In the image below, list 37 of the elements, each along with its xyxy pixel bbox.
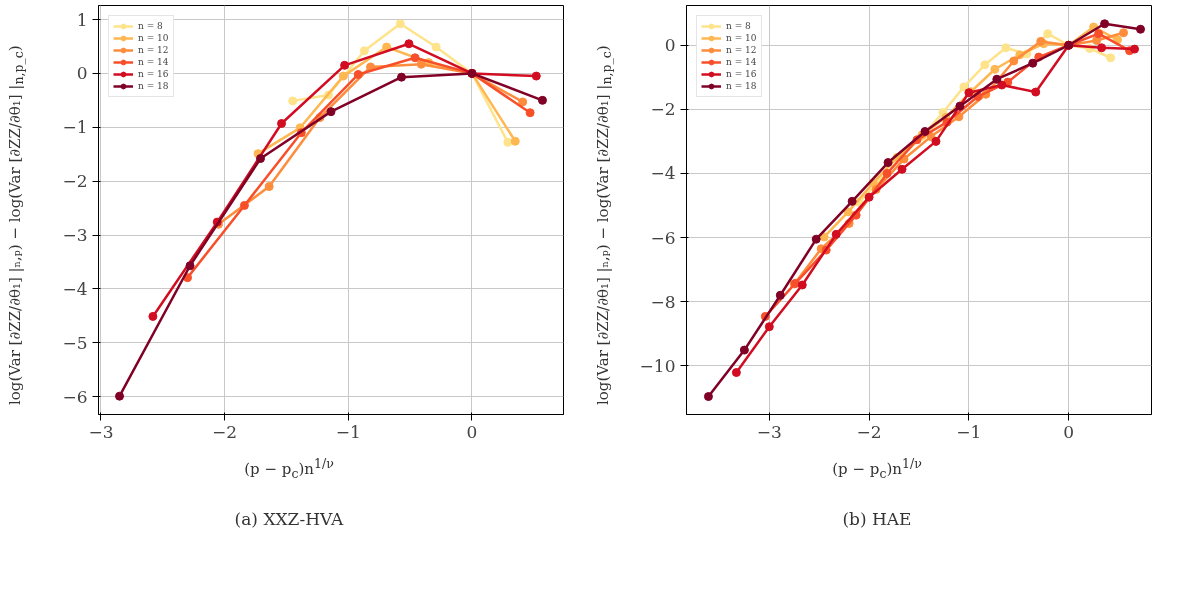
legend-label: n = 18	[138, 80, 169, 92]
y-tick-label: −2	[650, 99, 676, 120]
x-tick-label: −2	[856, 421, 882, 442]
legend-label: n = 8	[138, 20, 163, 32]
text: (b) HAE	[841, 508, 913, 531]
y-tick-label: 1	[76, 9, 88, 30]
y-tick-label: −6	[650, 227, 676, 248]
x-tick-label: −3	[756, 421, 782, 442]
y-tick-label: −3	[62, 225, 88, 246]
y-tick-label: −2	[62, 171, 88, 192]
legend-label: n = 12	[138, 44, 169, 56]
text: (a) XXZ-HVA	[233, 508, 345, 531]
x-tick-label: −1	[335, 421, 361, 442]
legend-label: n = 10	[726, 32, 757, 44]
legend-label: n = 14	[138, 56, 169, 68]
x-tick-label: −2	[212, 421, 238, 442]
legend-label: n = 18	[726, 80, 757, 92]
legend-label: n = 8	[726, 20, 751, 32]
legend-label: n = 14	[726, 56, 757, 68]
y-tick-label: −1	[62, 117, 88, 138]
x-tick-label: 0	[1063, 421, 1075, 442]
y-tick-label: −10	[639, 355, 676, 376]
y-tick-label: −8	[650, 291, 676, 312]
legend-label: n = 16	[138, 68, 169, 80]
y-tick-label: −6	[62, 386, 88, 407]
x-axis-title: (p − p$_{c}$)n$^{1/ν}$	[831, 455, 923, 483]
y-tick-label: 0	[664, 35, 676, 56]
legend-label: n = 10	[138, 32, 169, 44]
y-tick-label: −4	[62, 278, 88, 299]
y-tick-label: −4	[650, 163, 676, 184]
y-tick-label: 0	[76, 63, 88, 84]
legend-label: n = 16	[726, 68, 757, 80]
x-tick-label: −1	[956, 421, 982, 442]
y-tick-label: −5	[62, 332, 88, 353]
legend-label: n = 12	[726, 44, 757, 56]
x-axis-title: (p − p$_{c}$)n$^{1/ν}$	[243, 455, 335, 483]
x-tick-label: 0	[466, 421, 478, 442]
